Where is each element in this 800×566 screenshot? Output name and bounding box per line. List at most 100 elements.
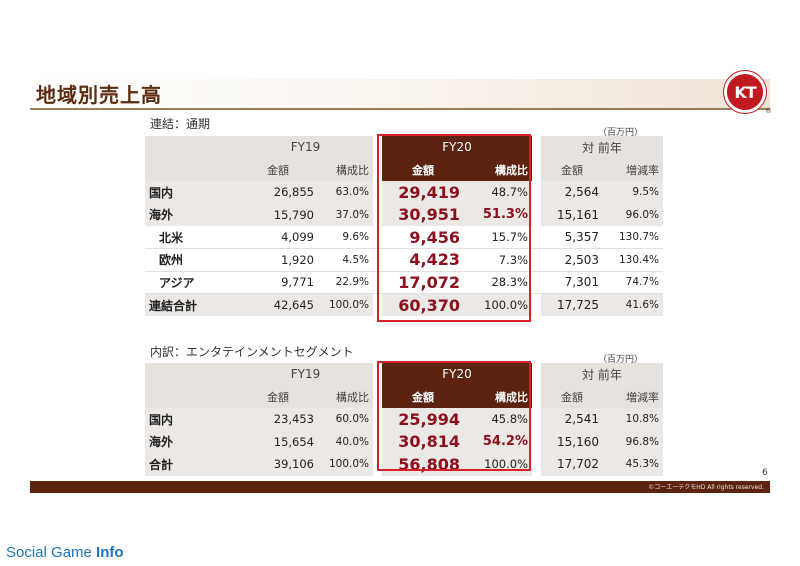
header-row-years: FY19 FY20 対 前年 xyxy=(145,136,663,159)
py-amount: 2,503 xyxy=(541,248,603,272)
fy19-amount-header: 金額 xyxy=(238,158,318,181)
table-row: 海外 15,654 40.0% 30,814 54.2% 15,160 96.8… xyxy=(145,430,663,453)
fy19-ratio: 9.6% xyxy=(318,226,373,249)
fy19-amount: 42,645 xyxy=(238,293,318,316)
fy20-ratio: 28.3% xyxy=(464,271,532,294)
kt-logo: KT xyxy=(724,71,766,113)
table-row-total: 連結合計 42,645 100.0% 60,370 100.0% 17,725 … xyxy=(145,293,663,316)
region-label: 連結合計 xyxy=(145,293,238,316)
fy20-amount: 60,370 xyxy=(382,293,464,316)
region-label: 欧州 xyxy=(145,248,238,272)
registered-mark: ® xyxy=(765,107,772,115)
consolidated-sales-table: FY19 FY20 対 前年 金額 構成比 金額 構成比 金額 増減率 国内 2… xyxy=(145,136,663,316)
title-bar: 地域別売上高 KT ® xyxy=(30,71,772,115)
fy19-amount: 1,920 xyxy=(238,248,318,272)
py-rate: 130.4% xyxy=(603,248,663,272)
fy20-ratio: 48.7% xyxy=(464,181,532,204)
fy19-header: FY19 xyxy=(238,136,373,159)
header-row-years: FY19 FY20 対 前年 xyxy=(145,363,663,386)
fy19-ratio: 100.0% xyxy=(318,453,373,476)
fy19-ratio: 63.0% xyxy=(318,181,373,204)
fy20-ratio: 100.0% xyxy=(464,453,532,476)
fy19-amount: 9,771 xyxy=(238,271,318,294)
table2-unit: （百万円） xyxy=(598,355,644,365)
py-rate: 96.0% xyxy=(603,203,663,226)
footer-bar: ©コーエーテクモHD All rights reserved. xyxy=(30,481,770,493)
table1-label: 連結：通期 xyxy=(150,117,211,131)
copyright-text: ©コーエーテクモHD All rights reserved. xyxy=(648,484,764,491)
header-row-columns: 金額 構成比 金額 構成比 金額 増減率 xyxy=(145,385,663,408)
fy20-amount-header: 金額 xyxy=(382,385,464,408)
py-rate: 45.3% xyxy=(603,453,663,476)
fy19-amount: 15,790 xyxy=(238,203,318,226)
fy20-header: FY20 xyxy=(382,136,532,159)
fy20-amount-header: 金額 xyxy=(382,158,464,181)
py-amount: 15,161 xyxy=(541,203,603,226)
py-rate: 96.8% xyxy=(603,430,663,453)
fy20-amount: 9,456 xyxy=(382,226,464,249)
fy19-ratio: 4.5% xyxy=(318,248,373,272)
py-rate: 74.7% xyxy=(603,271,663,294)
fy20-amount: 30,814 xyxy=(382,430,464,453)
fy20-amount: 25,994 xyxy=(382,408,464,431)
fy19-amount-header: 金額 xyxy=(238,385,318,408)
watermark-regular: Social Game xyxy=(6,544,92,561)
py-rate: 130.7% xyxy=(603,226,663,249)
prev-year-header: 対 前年 xyxy=(541,136,663,159)
fy20-amount: 17,072 xyxy=(382,271,464,294)
prev-year-header: 対 前年 xyxy=(541,363,663,386)
fy20-ratio: 51.3% xyxy=(464,203,532,226)
header-row-columns: 金額 構成比 金額 構成比 金額 増減率 xyxy=(145,158,663,181)
watermark: Social Game Info xyxy=(6,544,124,561)
entertainment-sales-table: FY19 FY20 対 前年 金額 構成比 金額 構成比 金額 増減率 国内 2… xyxy=(145,363,663,476)
py-rate: 41.6% xyxy=(603,293,663,316)
fy20-amount: 4,423 xyxy=(382,248,464,272)
py-amount: 17,725 xyxy=(541,293,603,316)
fy20-ratio: 45.8% xyxy=(464,408,532,431)
region-label: 合計 xyxy=(145,453,238,476)
fy20-ratio: 100.0% xyxy=(464,293,532,316)
region-label: 海外 xyxy=(145,430,238,453)
py-amount: 5,357 xyxy=(541,226,603,249)
fy19-ratio: 37.0% xyxy=(318,203,373,226)
fy19-amount: 26,855 xyxy=(238,181,318,204)
page-number: 6 xyxy=(762,468,768,478)
py-amount: 15,160 xyxy=(541,430,603,453)
fy19-ratio: 22.9% xyxy=(318,271,373,294)
fy20-ratio: 15.7% xyxy=(464,226,532,249)
fy19-ratio: 40.0% xyxy=(318,430,373,453)
table-row: 欧州 1,920 4.5% 4,423 7.3% 2,503 130.4% xyxy=(145,248,663,272)
py-amount: 7,301 xyxy=(541,271,603,294)
py-amount-header: 金額 xyxy=(541,158,603,181)
fy19-ratio-header: 構成比 xyxy=(318,158,373,181)
fy20-ratio: 7.3% xyxy=(464,248,532,272)
region-label: 国内 xyxy=(145,181,238,204)
fy20-ratio-header: 構成比 xyxy=(464,158,532,181)
page-title: 地域別売上高 xyxy=(36,83,162,107)
fy19-amount: 39,106 xyxy=(238,453,318,476)
py-rate: 9.5% xyxy=(603,181,663,204)
fy20-amount: 56,808 xyxy=(382,453,464,476)
table-row: 国内 23,453 60.0% 25,994 45.8% 2,541 10.8% xyxy=(145,408,663,431)
watermark-bold: Info xyxy=(96,544,124,561)
table2-label: 内訳：エンタテインメントセグメント xyxy=(150,345,354,359)
fy20-ratio-header: 構成比 xyxy=(464,385,532,408)
logo-text: KT xyxy=(734,82,756,102)
table-row-total: 合計 39,106 100.0% 56,808 100.0% 17,702 45… xyxy=(145,453,663,476)
fy19-ratio: 60.0% xyxy=(318,408,373,431)
py-amount: 2,564 xyxy=(541,181,603,204)
table-row: アジア 9,771 22.9% 17,072 28.3% 7,301 74.7% xyxy=(145,271,663,294)
fy20-header: FY20 xyxy=(382,363,532,386)
py-rate-header: 増減率 xyxy=(603,385,663,408)
py-amount: 17,702 xyxy=(541,453,603,476)
fy19-header: FY19 xyxy=(238,363,373,386)
fy19-ratio-header: 構成比 xyxy=(318,385,373,408)
fy19-amount: 23,453 xyxy=(238,408,318,431)
fy20-ratio: 54.2% xyxy=(464,430,532,453)
py-rate: 10.8% xyxy=(603,408,663,431)
fy19-ratio: 100.0% xyxy=(318,293,373,316)
py-amount: 2,541 xyxy=(541,408,603,431)
region-label: 国内 xyxy=(145,408,238,431)
fy19-amount: 15,654 xyxy=(238,430,318,453)
table-row: 国内 26,855 63.0% 29,419 48.7% 2,564 9.5% xyxy=(145,181,663,204)
